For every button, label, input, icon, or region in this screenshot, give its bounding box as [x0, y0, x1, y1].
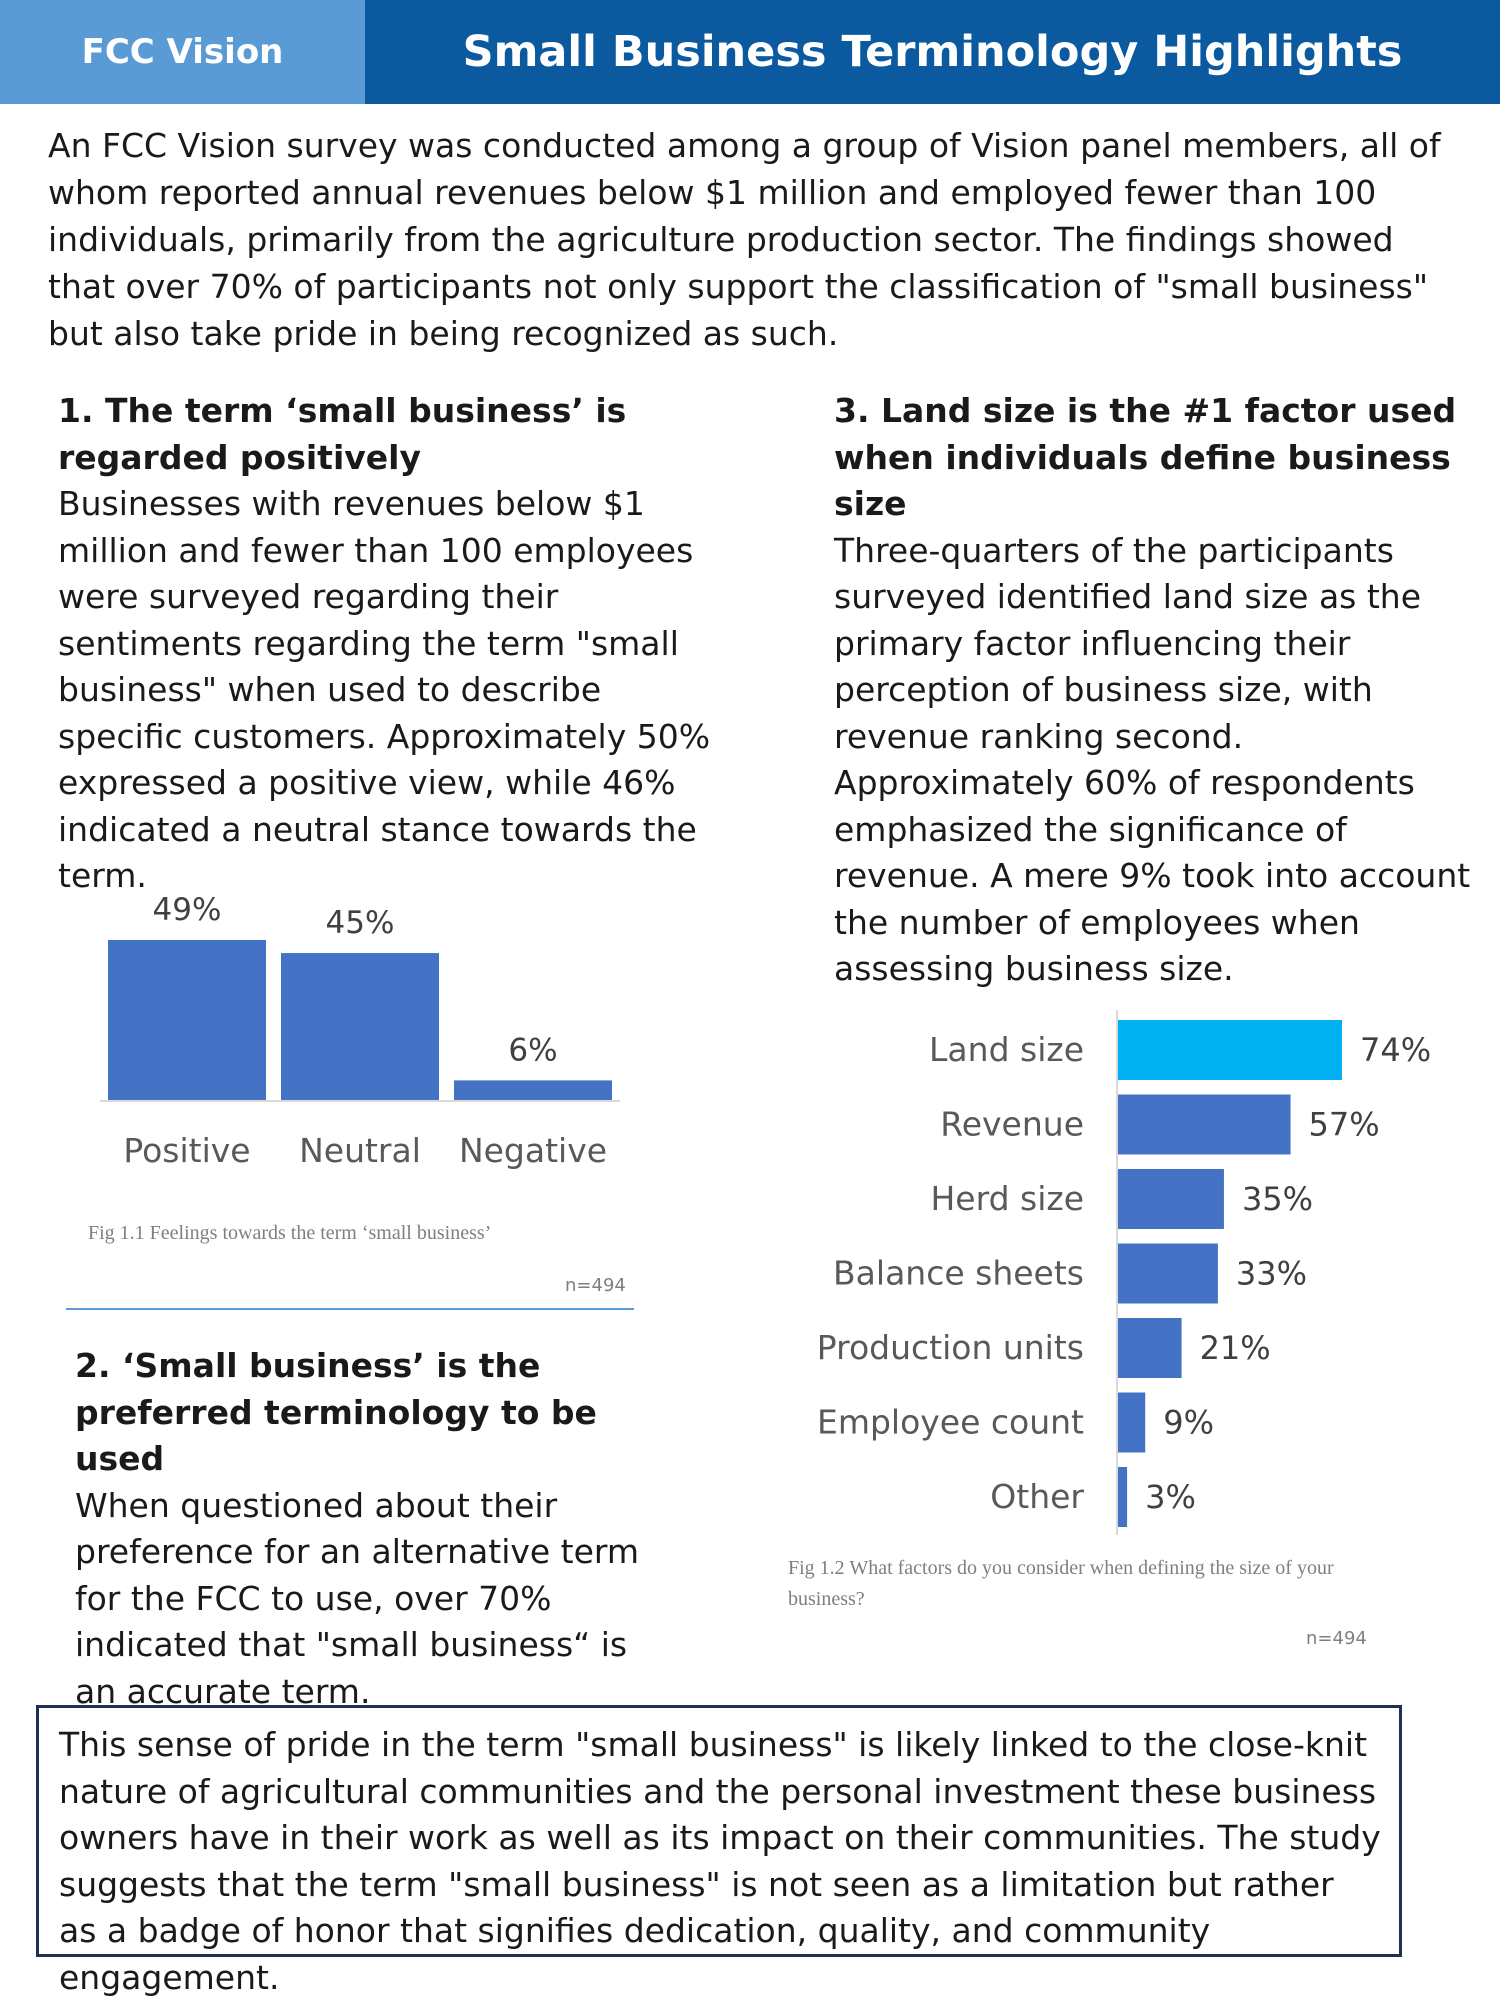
chart-2-bar [1118, 1392, 1146, 1453]
feelings-bar-chart: 49% Positive 45% Neutral 6% Negative [100, 892, 620, 1170]
header: FCC Vision Small Business Terminology Hi… [0, 0, 1500, 104]
section-2: 2. ‘Small business’ is the preferred ter… [75, 1343, 675, 1715]
chart-1-category-label: Neutral [299, 1131, 421, 1170]
conclusion-box: This sense of pride in the term "small b… [36, 1705, 1402, 1997]
chart-2-category-label: Land size [929, 1030, 1084, 1069]
figure-1-sample-size: n=494 [565, 1275, 626, 1296]
chart-2-bar [1118, 1243, 1218, 1304]
section-1: 1. The term ‘small business’ is regarded… [58, 388, 718, 900]
figure-2-caption: Fig 1.2 What factors do you consider whe… [788, 1557, 1334, 1610]
chart-2-value-label: 74% [1360, 1031, 1431, 1069]
chart-2-value-label: 35% [1242, 1180, 1313, 1218]
brand-label: FCC Vision [0, 0, 365, 104]
chart-1-category-label: Negative [459, 1131, 607, 1170]
chart-2-bar [1118, 1318, 1182, 1378]
chart-1-bar [108, 940, 266, 1100]
section-2-body: When questioned about their preference f… [75, 1485, 640, 1711]
chart-2-category-label: Other [990, 1477, 1084, 1516]
chart-2-category-label: Employee count [817, 1403, 1084, 1442]
chart-2-bar [1118, 1467, 1128, 1527]
chart-1-bar [281, 953, 439, 1100]
section-2-heading: 2. ‘Small business’ is the preferred ter… [75, 1346, 597, 1478]
chart-2-category-label: Herd size [930, 1179, 1084, 1218]
section-3-heading: 3. Land size is the #1 factor used when … [834, 391, 1457, 523]
chart-1-category-label: Positive [123, 1131, 250, 1170]
chart-2-value-label: 3% [1145, 1478, 1196, 1516]
chart-2-value-label: 21% [1200, 1329, 1271, 1367]
chart-2-bar [1118, 1020, 1342, 1080]
section-divider [66, 1308, 634, 1310]
chart-2-bar [1118, 1169, 1224, 1229]
section-3-body: Three-quarters of the participants surve… [834, 530, 1471, 989]
conclusion-text: This sense of pride in the term "small b… [59, 1725, 1381, 1997]
chart-2-value-label: 33% [1236, 1255, 1307, 1293]
chart-1-bar [454, 1080, 612, 1100]
section-1-body: Businesses with revenues below $1 millio… [58, 484, 711, 895]
chart-2-category-label: Balance sheets [833, 1254, 1084, 1293]
chart-1-value-label: 49% [153, 892, 222, 928]
intro-paragraph: An FCC Vision survey was conducted among… [48, 126, 1441, 353]
chart-1-value-label: 6% [508, 1032, 557, 1068]
chart-2-category-label: Revenue [940, 1105, 1084, 1144]
chart-2-category-label: Production units [817, 1328, 1084, 1367]
figure-2-sample-size: n=494 [1306, 1628, 1367, 1649]
section-1-heading: 1. The term ‘small business’ is regarded… [58, 391, 627, 477]
factors-bar-chart: Land size 74% Revenue 57% Herd size 35% Balanc… [817, 1010, 1431, 1535]
chart-2-bar [1118, 1094, 1291, 1155]
figure-1-caption: Fig 1.1 Feelings towards the term ‘small… [88, 1222, 492, 1244]
chart-2-value-label: 57% [1309, 1106, 1380, 1144]
chart-1-value-label: 45% [326, 905, 395, 941]
section-3: 3. Land size is the #1 factor used when … [834, 388, 1474, 993]
chart-2-value-label: 9% [1163, 1404, 1214, 1442]
page-title: Small Business Terminology Highlights [365, 0, 1500, 104]
